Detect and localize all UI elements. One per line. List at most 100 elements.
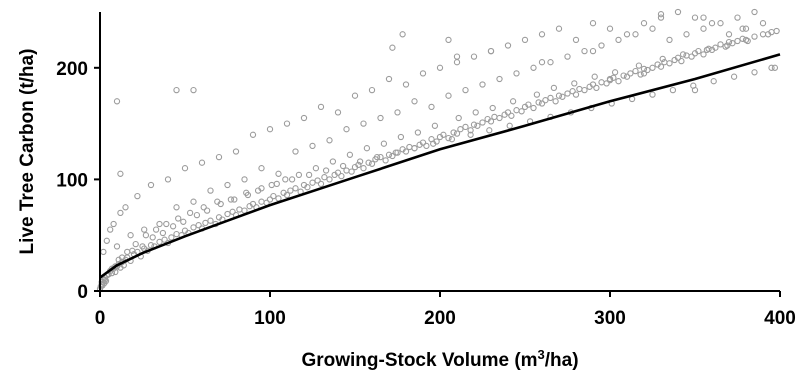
scatter-point (215, 153, 223, 161)
scatter-point (389, 44, 396, 51)
scatter-point (576, 85, 583, 93)
scatter-point (453, 59, 461, 66)
scatter-point (611, 69, 619, 76)
scatter-point (431, 122, 439, 129)
y-axis-ticks: 0 100 200 (56, 59, 100, 303)
scatter-point (669, 86, 677, 94)
scatter-point (759, 31, 767, 38)
scatter-point (147, 181, 155, 189)
scatter-point (547, 94, 554, 102)
scatter-point (368, 160, 376, 167)
scatter-point (603, 80, 610, 87)
scatter-point (156, 238, 163, 246)
scatter-point (739, 35, 746, 42)
scatter-point (620, 72, 627, 79)
scatter-point (632, 31, 639, 38)
scatter-point (683, 31, 690, 38)
scatter-point (309, 179, 316, 186)
scatter-point (385, 151, 393, 158)
scatter-point (623, 73, 631, 80)
scatter-point (360, 120, 367, 127)
scatter-point (292, 185, 299, 192)
scatter-point (117, 209, 124, 217)
scatter-point (436, 64, 444, 71)
scatter-point (326, 176, 333, 183)
scatter-point (773, 27, 780, 35)
scatter-point (691, 86, 699, 94)
scatter-point (232, 148, 240, 155)
scatter-point (305, 171, 313, 179)
scatter-point (175, 215, 182, 222)
scatter-point (445, 36, 452, 44)
scatter-point (572, 36, 580, 44)
x-tick-label: 300 (594, 308, 626, 329)
scatter-point (744, 37, 751, 45)
scatter-point (581, 47, 588, 55)
scatter-point (334, 169, 342, 176)
scatter-point (373, 153, 381, 161)
scatter-point (632, 67, 639, 75)
scatter-point (127, 232, 134, 239)
scatter-point (518, 108, 525, 115)
scatter-point (112, 263, 119, 270)
scatter-point (193, 211, 201, 219)
scatter-point (377, 114, 384, 122)
scatter-point (487, 118, 495, 125)
scatter-point (159, 229, 167, 237)
x-axis-ticks: 0 100 200 300 400 (95, 291, 796, 329)
scatter-point (691, 14, 699, 21)
scatter-point (258, 198, 265, 205)
scatter-point (190, 86, 197, 94)
scatter-point (674, 54, 682, 61)
scatter-point (107, 226, 114, 233)
scatter-point (581, 86, 588, 94)
scatter-point (351, 92, 359, 99)
scatter-point (533, 91, 541, 98)
scatter-point (207, 187, 214, 194)
scatter-point (275, 195, 282, 202)
scatter-point (392, 149, 399, 156)
scatter-point (666, 60, 673, 67)
scatter-point (739, 25, 746, 32)
scatter-point (288, 176, 296, 183)
scatter-point (695, 47, 702, 55)
scatter-point (525, 101, 532, 108)
scatter-point (190, 224, 197, 231)
scatter-point (657, 14, 665, 21)
scatter-point (564, 53, 571, 60)
scatter-point (729, 40, 736, 47)
scatter-point (615, 36, 622, 44)
scatter-point (304, 184, 311, 191)
scatter-point (134, 192, 141, 200)
scatter-point (147, 242, 155, 249)
scatter-point (491, 113, 498, 121)
scatter-point (389, 152, 396, 160)
scatter-point (489, 104, 496, 112)
scatter-point (360, 165, 367, 172)
scatter-point (513, 107, 520, 114)
scatter-point (309, 142, 316, 150)
scatter-point (139, 243, 146, 250)
scatter-point (164, 176, 172, 183)
scatter-point (346, 151, 354, 158)
scatter-point (202, 219, 209, 227)
scatter-point (640, 65, 648, 73)
scatter-point (453, 130, 461, 137)
scatter-point (169, 223, 177, 230)
scatter-point (453, 53, 461, 60)
scatter-point (555, 92, 563, 99)
scatter-point (479, 119, 486, 126)
scatter-point (365, 159, 372, 166)
scatter-point (555, 25, 563, 32)
scatter-point (479, 81, 486, 88)
scatter-point (487, 47, 495, 55)
scatter-point (173, 230, 180, 238)
scatter-points-layer (96, 8, 780, 292)
scatter-point (768, 64, 775, 71)
scatter-point (700, 14, 707, 21)
scatter-point (394, 109, 401, 116)
scatter-point (598, 42, 605, 49)
x-axis-title-main: Growing-Stock Volume (m (301, 350, 537, 371)
scatter-point (751, 8, 758, 16)
